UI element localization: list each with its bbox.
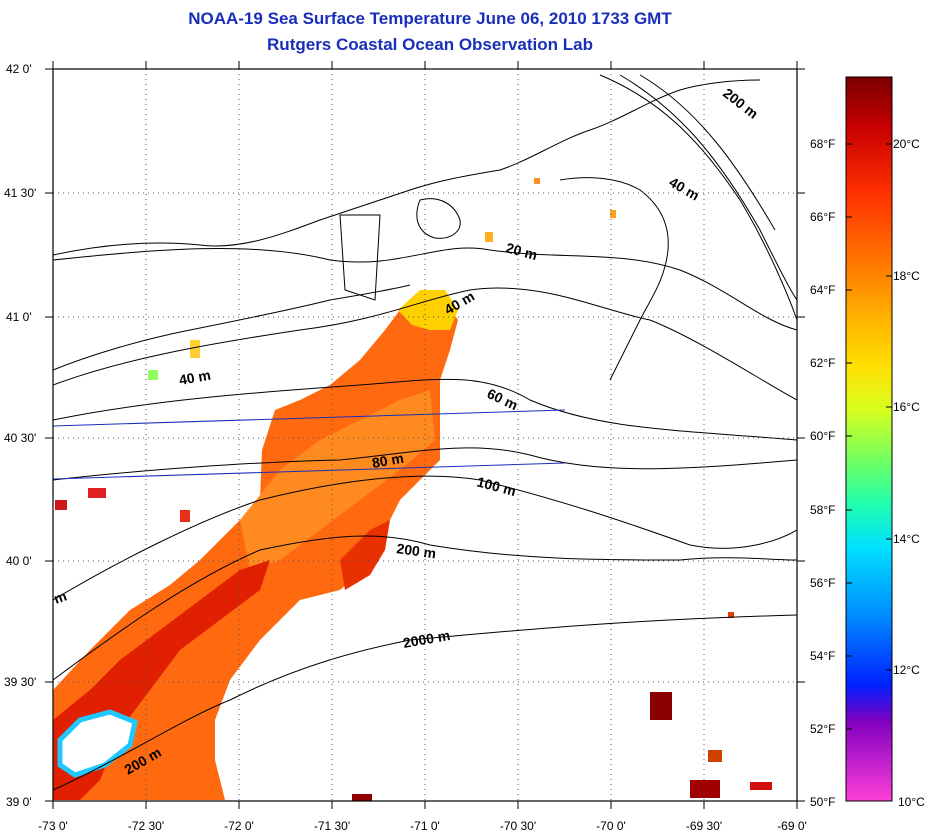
colorbar: 68°F 66°F 64°F 62°F 60°F 58°F 56°F 54°F … [810, 76, 925, 809]
sst-patch [534, 178, 540, 184]
lat-label: 39 0' [6, 795, 32, 809]
lat-label: 40 30' [4, 431, 36, 445]
contour-40m [53, 287, 797, 401]
coastline-block-island [339, 214, 381, 301]
sst-patch [88, 488, 106, 498]
lat-label: 41 30' [4, 186, 36, 200]
contour-80m [53, 447, 797, 481]
colorbar-label-f: 68°F [810, 137, 835, 151]
colorbar-label-c: 12°C [893, 663, 920, 677]
sst-data-layer [53, 178, 772, 801]
sst-patch [750, 782, 772, 790]
contour-label: 100 m [475, 473, 517, 499]
contour-label: 200 m [396, 540, 438, 561]
colorbar-label-f: 52°F [810, 722, 835, 736]
colorbar-gradient [845, 76, 893, 802]
track-line-2 [53, 462, 566, 480]
colorbar-label-f: 62°F [810, 356, 835, 370]
colorbar-label-f: 50°F [810, 795, 835, 809]
lon-label: -73 0' [38, 819, 68, 833]
sst-warm-patch [398, 290, 458, 330]
graticule [53, 69, 797, 801]
contour-100m [53, 475, 797, 601]
lat-label: 39 30' [4, 675, 36, 689]
contour-shelf-north [599, 74, 797, 321]
contour-layer [53, 74, 797, 791]
contour-shelf-north-3 [639, 74, 776, 231]
coastline-long-island [53, 284, 411, 371]
colorbar-label-f: 66°F [810, 210, 835, 224]
contour-label: 2000 m [402, 627, 452, 651]
track-line-1 [53, 409, 566, 427]
contour-60m [53, 378, 797, 441]
sst-patch [650, 692, 672, 720]
lat-label: 40 0' [6, 554, 32, 568]
colorbar-label-f: 54°F [810, 649, 835, 663]
lon-label: -69 30' [686, 819, 722, 833]
sst-cold-ring [57, 709, 138, 778]
sst-patch [55, 500, 67, 510]
contour-label: 20 m [504, 239, 539, 263]
colorbar-label-f: 56°F [810, 576, 835, 590]
contour-20m [53, 247, 797, 331]
contour-label: 40 m [667, 174, 703, 204]
contour-label: 200 m [720, 85, 761, 122]
lon-label: -70 0' [596, 819, 626, 833]
sst-red-edge [340, 520, 390, 590]
contour-shelf-north-2 [619, 74, 797, 301]
sst-patch [180, 510, 190, 522]
lat-labels: 42 0' 41 30' 41 0' 40 30' 40 0' 39 30' 3… [4, 62, 36, 809]
coastline-new-england [53, 79, 761, 256]
colorbar-label-c: 20°C [893, 137, 920, 151]
colorbar-label-c: 10°C [898, 795, 925, 809]
lon-label: -71 0' [410, 819, 440, 833]
colorbar-label-c: 16°C [893, 400, 920, 414]
contour-2000m [53, 614, 797, 791]
colorbar-label-f: 58°F [810, 503, 835, 517]
sst-patch [708, 750, 722, 762]
colorbar-ticks [846, 143, 892, 730]
tick-marks [45, 61, 805, 809]
contour-label: 40 m [178, 367, 212, 388]
coastline-layer [53, 79, 761, 480]
sst-patch [190, 340, 200, 358]
sst-plume-inner [240, 390, 435, 570]
lon-label: -71 30' [314, 819, 350, 833]
sst-patch [352, 794, 372, 801]
contour-label: 60 m [485, 385, 521, 413]
sst-cold-core [60, 712, 135, 775]
contour-200m [53, 535, 797, 681]
colorbar-label-f: 64°F [810, 283, 835, 297]
sst-patch [690, 780, 720, 798]
colorbar-label-f: 60°F [810, 429, 835, 443]
lat-label: 41 0' [6, 310, 32, 324]
lat-label: 42 0' [6, 62, 32, 76]
sst-patch [485, 232, 493, 242]
sst-patch [728, 612, 734, 618]
lon-label: -70 30' [500, 819, 536, 833]
sst-patch [610, 210, 616, 218]
colorbar-label-c: 14°C [893, 532, 920, 546]
contour-label: m [52, 588, 69, 607]
coastline-islands [416, 198, 461, 239]
sst-patch [148, 370, 158, 380]
lon-labels: -73 0' -72 30' -72 0' -71 30' -71 0' -70… [38, 819, 807, 833]
lon-label: -69 0' [777, 819, 807, 833]
lon-label: -72 30' [128, 819, 164, 833]
map-title: NOAA-19 Sea Surface Temperature June 06,… [188, 9, 672, 28]
coastline-cape-cod [559, 177, 669, 381]
colorbar-label-c: 18°C [893, 269, 920, 283]
lon-label: -72 0' [224, 819, 254, 833]
contour-label: 80 m [371, 450, 405, 471]
map-subtitle: Rutgers Coastal Ocean Observation Lab [267, 35, 593, 54]
